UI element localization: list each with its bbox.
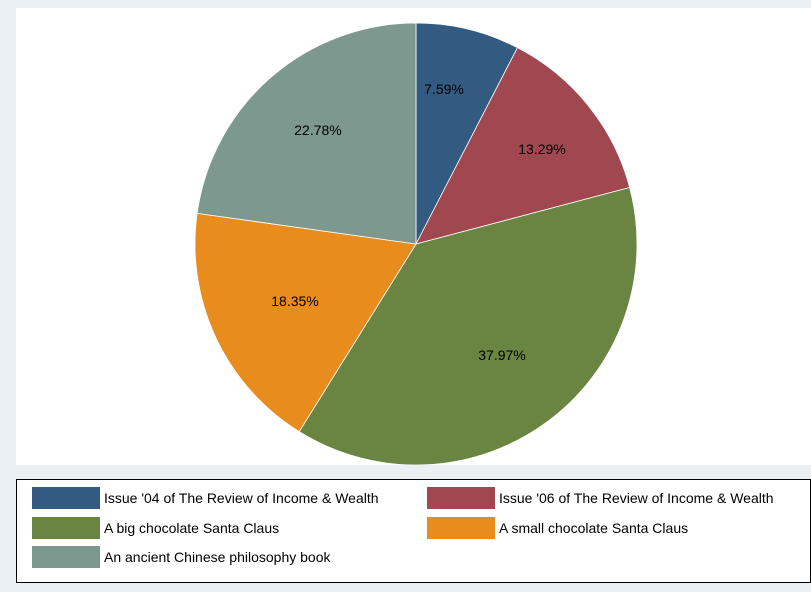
legend-swatch: [32, 546, 100, 568]
legend-swatch: [427, 487, 495, 509]
pie-slice-2: [415, 47, 631, 245]
legend-label: An ancient Chinese philosophy book: [104, 549, 331, 565]
slice-value-label: 22.78%: [294, 122, 341, 138]
legend: Issue '04 of The Review of Income & Weal…: [16, 479, 811, 583]
slice-value-label: 13.29%: [518, 141, 565, 157]
pie-slice-5: [196, 22, 417, 245]
legend-swatch: [32, 487, 100, 509]
legend-label: Issue '06 of The Review of Income & Weal…: [499, 490, 774, 506]
legend-item: An ancient Chinese philosophy book: [32, 545, 331, 569]
slice-value-label: 7.59%: [424, 81, 464, 97]
slice-value-label: 18.35%: [271, 293, 318, 309]
pie-slice-3: [298, 186, 638, 465]
legend-item: A small chocolate Santa Claus: [427, 516, 688, 540]
plot-area: 7.59% 13.29% 37.97% 18.35% 22.78%: [16, 8, 811, 465]
pie-chart: 7.59% 13.29% 37.97% 18.35% 22.78%: [194, 22, 638, 465]
legend-label: A big chocolate Santa Claus: [104, 520, 280, 536]
pie-slice-1: [415, 22, 519, 245]
slice-value-label: 37.97%: [478, 347, 525, 363]
legend-item: Issue '04 of The Review of Income & Weal…: [32, 486, 379, 510]
legend-label: A small chocolate Santa Claus: [499, 520, 689, 536]
legend-item: A big chocolate Santa Claus: [32, 516, 279, 540]
legend-item: Issue '06 of The Review of Income & Weal…: [427, 486, 774, 510]
pie-slice-4: [194, 212, 417, 433]
legend-swatch: [32, 517, 100, 539]
legend-label: Issue '04 of The Review of Income & Weal…: [104, 490, 379, 506]
legend-swatch: [427, 517, 495, 539]
